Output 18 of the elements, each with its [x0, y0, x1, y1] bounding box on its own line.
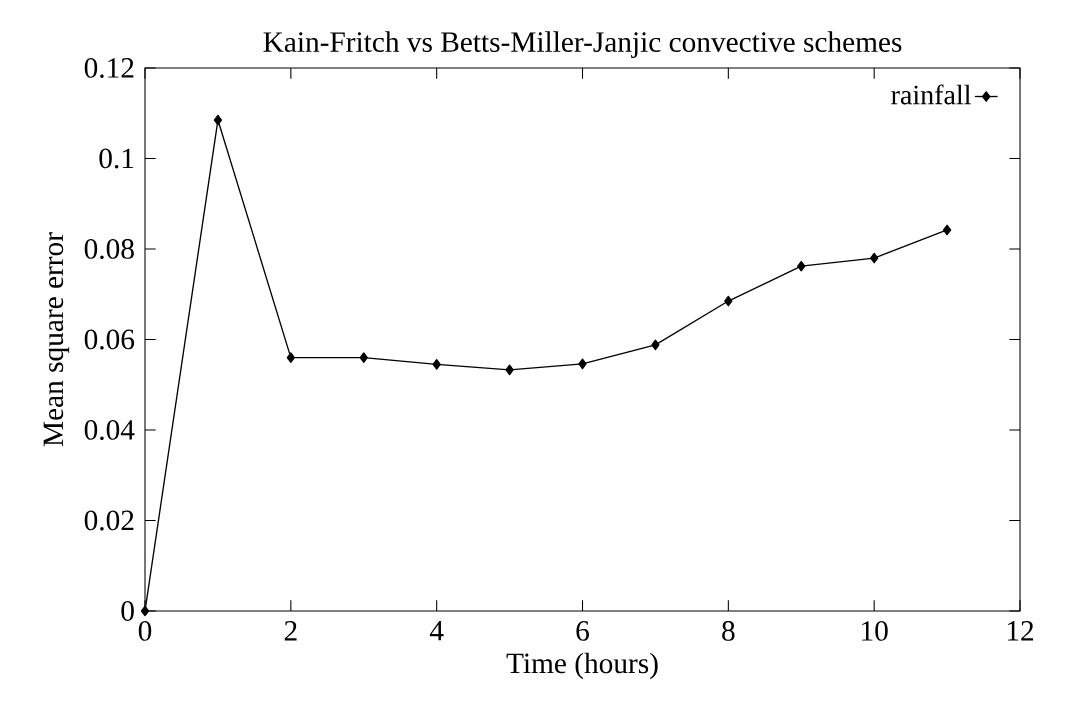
x-tick-label: 8	[722, 621, 735, 641]
x-tick-label: 6	[576, 621, 589, 641]
y-tick-label: 0.1	[99, 148, 134, 169]
x-axis-title: Time (hours)	[506, 652, 658, 680]
legend-label: rainfall	[891, 84, 971, 105]
x-tick-label: 4	[429, 621, 444, 641]
y-tick-label: 0.04	[84, 420, 135, 440]
x-tick-label: 0	[138, 621, 152, 641]
y-tick-label: 0	[121, 601, 134, 621]
y-tick-label: 0.02	[84, 510, 134, 531]
x-tick-label: 10	[862, 621, 888, 641]
chart-title: Kain-Fritch vs Betts-Miller-Janjic convective schemes	[263, 31, 902, 58]
x-tick-label: 2	[284, 621, 297, 641]
x-tick-label: 12	[1007, 621, 1034, 641]
y-axis-title: Mean square error	[43, 232, 70, 447]
y-tick-label: 0.12	[84, 58, 134, 78]
y-tick-label: 0.08	[84, 239, 134, 259]
y-tick-label: 0.06	[84, 329, 135, 350]
